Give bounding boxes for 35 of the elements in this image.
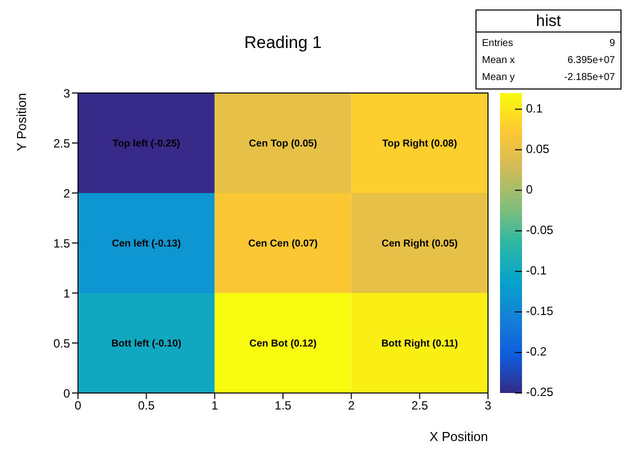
data-label: Cen left (-0.13) xyxy=(112,238,181,250)
y-tick-label: 3 xyxy=(63,86,70,100)
y-tick-label: 2.5 xyxy=(53,136,70,150)
color-bar-label: -0.25 xyxy=(526,385,554,400)
chart-title: Reading 1 xyxy=(244,33,322,52)
y-tick-label: 1.5 xyxy=(53,236,70,250)
color-bar-label: -0.2 xyxy=(526,344,548,359)
x-tick-label: 3 xyxy=(484,398,492,413)
data-label: Cen Cen (0.07) xyxy=(248,238,318,250)
color-bar-label: -0.15 xyxy=(526,304,554,318)
data-label: Cen Top (0.05) xyxy=(248,138,318,150)
x-tick-label: 1.5 xyxy=(274,398,292,413)
x-tick-label: 2 xyxy=(348,398,355,413)
x-tick-label: 1 xyxy=(211,398,218,413)
y-tick-label: 0 xyxy=(63,386,70,400)
data-label: Cen Bot (0.12) xyxy=(249,338,317,350)
color-bar-label: -0.1 xyxy=(526,264,548,278)
color-bar-label: 0.1 xyxy=(526,101,544,116)
data-label: Bott Right (0.11) xyxy=(381,338,458,350)
data-label: Top left (-0.25) xyxy=(112,138,180,150)
x-tick-label: 2.5 xyxy=(411,398,428,413)
x-axis-title: X Position xyxy=(429,429,488,444)
x-tick-label: 0 xyxy=(74,398,82,413)
data-label: Bott left (-0.10) xyxy=(111,338,182,350)
y-tick-label: 0.5 xyxy=(53,336,70,350)
y-tick-label: 1 xyxy=(63,286,70,300)
color-bar-label: 0 xyxy=(526,182,533,196)
y-axis-title: Y Position xyxy=(14,93,29,152)
x-tick-label: 0.5 xyxy=(138,398,155,413)
data-label: Top Right (0.08) xyxy=(382,138,458,150)
y-tick-label: 2 xyxy=(63,186,70,200)
color-bar-label: 0.05 xyxy=(526,142,550,156)
stats-box: hist Entries 9 Mean x 6.395e+07 Mean y -2.185e+07 xyxy=(476,10,622,90)
color-bar-label: -0.05 xyxy=(526,223,554,238)
data-label: Cen Right (0.05) xyxy=(382,238,458,250)
